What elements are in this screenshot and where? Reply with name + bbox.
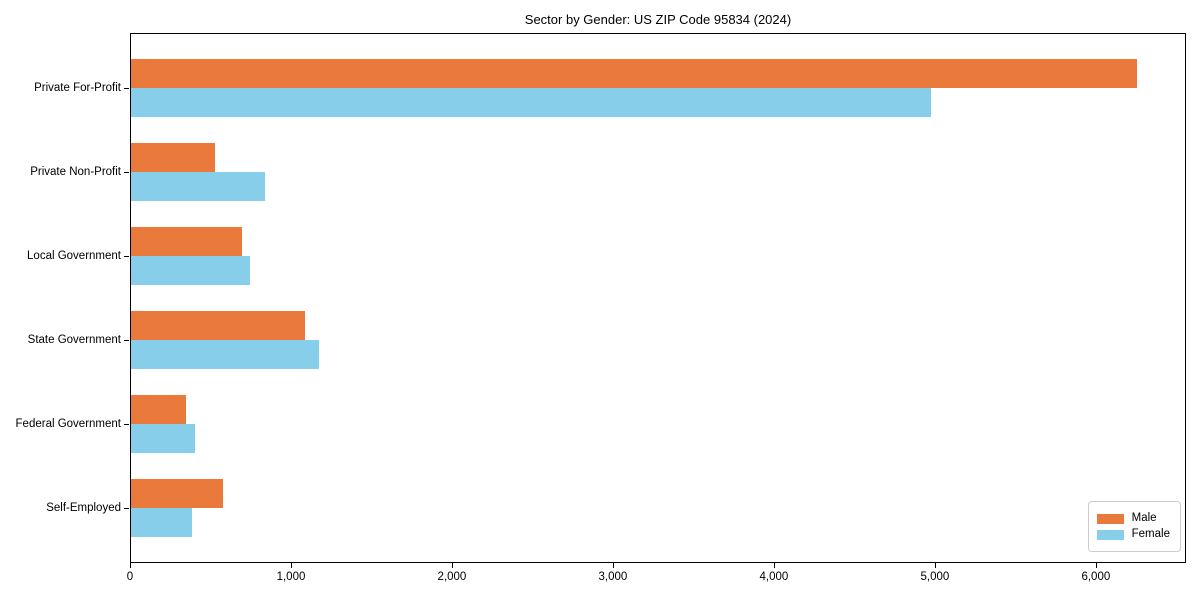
bar-female-self-employed (131, 507, 192, 537)
legend-label-female: Female (1131, 528, 1170, 540)
x-axis-tick-label: 4,000 (759, 571, 789, 583)
y-axis-label: Local Government (27, 250, 121, 262)
plot-area: Male Female (130, 33, 1186, 563)
x-axis-tick-label: 2,000 (437, 571, 467, 583)
x-axis-tick (612, 563, 615, 568)
y-axis-label: Federal Government (15, 418, 121, 430)
bar-male-federal-government (131, 394, 186, 424)
bar-female-federal-government (131, 423, 195, 453)
x-axis-tick (130, 563, 132, 568)
bar-female-private-non-profit (131, 171, 265, 201)
bar-male-private-for-profit (131, 58, 1137, 88)
x-axis-tick-label: 6,000 (1081, 571, 1111, 583)
y-axis-tick (124, 88, 129, 90)
y-axis-tick (124, 340, 129, 342)
bar-female-state-government (131, 339, 319, 369)
legend: Male Female (1087, 501, 1181, 552)
y-axis-tick (124, 424, 129, 426)
legend-swatch-female (1096, 529, 1124, 540)
x-axis-tick (451, 563, 454, 568)
y-axis-tick (124, 508, 129, 510)
x-axis-tick (1095, 563, 1098, 568)
y-axis-label: Self-Employed (46, 502, 121, 514)
y-axis-label: Private For-Profit (34, 82, 121, 94)
bar-male-private-non-profit (131, 142, 215, 172)
x-axis-tick-label: 0 (126, 571, 134, 583)
x-axis-tick-label: 3,000 (598, 571, 628, 583)
x-axis-tick (934, 563, 937, 568)
legend-row-male: Male (1096, 512, 1170, 525)
y-axis-tick (124, 172, 129, 174)
y-axis-label: State Government (27, 334, 121, 346)
y-axis-label: Private Non-Profit (30, 166, 121, 178)
x-axis-tick-label: 1,000 (276, 571, 306, 583)
legend-label-male: Male (1131, 512, 1157, 524)
legend-row-female: Female (1096, 528, 1170, 541)
bar-female-private-for-profit (131, 87, 931, 117)
legend-swatch-male (1096, 513, 1124, 524)
x-axis-tick (773, 563, 776, 568)
y-axis-tick (124, 256, 129, 258)
chart-title: Sector by Gender: US ZIP Code 95834 (202… (524, 12, 792, 27)
bar-male-state-government (131, 310, 305, 340)
x-axis-tick (290, 563, 293, 568)
bar-female-local-government (131, 255, 250, 285)
x-axis-tick-label: 5,000 (920, 571, 950, 583)
bar-male-local-government (131, 226, 242, 256)
bar-male-self-employed (131, 478, 223, 508)
